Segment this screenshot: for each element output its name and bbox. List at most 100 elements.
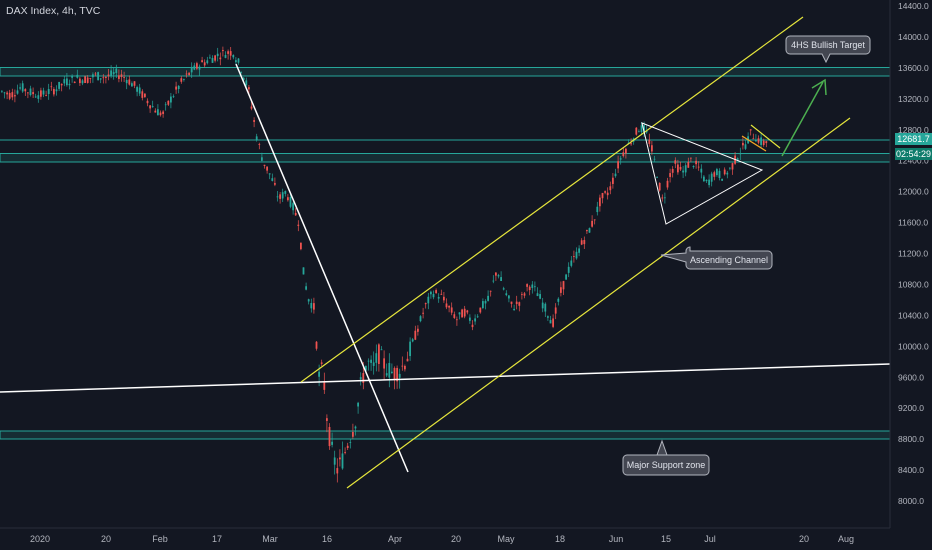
candle-body bbox=[102, 77, 105, 79]
candle-body bbox=[245, 80, 248, 86]
candle-body bbox=[237, 58, 240, 63]
candle-body bbox=[261, 157, 263, 161]
price-axis[interactable]: 14400.0 14000.0 13600.0 13200.0 12800.0 12400… bbox=[889, 0, 929, 528]
candle-body bbox=[708, 179, 710, 186]
candle-body bbox=[120, 74, 123, 77]
candle-body bbox=[492, 280, 495, 282]
candle-body bbox=[164, 104, 167, 106]
candle-body bbox=[32, 92, 34, 95]
candle-body bbox=[560, 287, 562, 293]
channel-callout bbox=[660, 246, 773, 270]
symbol-title: DAX Index, 4h, TVC bbox=[6, 5, 101, 17]
candle-body bbox=[565, 274, 567, 280]
candle-body bbox=[141, 91, 144, 98]
candle-body bbox=[232, 55, 235, 58]
candle-body bbox=[713, 172, 716, 177]
candle-body bbox=[716, 169, 718, 176]
candle-body bbox=[131, 83, 133, 87]
channel-upper-line bbox=[300, 16, 804, 383]
candle-body bbox=[757, 138, 760, 143]
time-tick-label: 20 bbox=[101, 534, 111, 544]
candle-body bbox=[417, 328, 419, 332]
candle-body bbox=[326, 418, 328, 421]
price-tick-label: 9200.0 bbox=[898, 403, 924, 413]
time-tick-label: Aug bbox=[838, 534, 854, 544]
price-tick-label: 12000.0 bbox=[898, 187, 929, 197]
candle-body bbox=[643, 125, 645, 133]
candle-body bbox=[437, 297, 440, 299]
candle-body bbox=[29, 88, 32, 96]
candle-body bbox=[552, 318, 554, 327]
candle-body bbox=[307, 299, 310, 302]
candle-body bbox=[677, 164, 679, 173]
candle-body bbox=[606, 192, 609, 196]
candle-body bbox=[495, 272, 497, 276]
candle-body bbox=[138, 87, 141, 94]
candle-body bbox=[471, 324, 474, 328]
candle-body bbox=[201, 60, 203, 63]
candle-body bbox=[300, 242, 302, 250]
candle-body bbox=[526, 284, 528, 287]
candle-body bbox=[99, 78, 102, 80]
price-tick-label: 13600.0 bbox=[898, 63, 929, 73]
candle-body bbox=[375, 353, 378, 363]
time-tick-label: May bbox=[497, 534, 515, 544]
candle-body bbox=[14, 95, 16, 97]
candle-body bbox=[614, 173, 617, 177]
candle-body bbox=[619, 158, 622, 160]
candle-body bbox=[666, 180, 669, 188]
candle-body bbox=[580, 240, 583, 245]
candle-body bbox=[323, 382, 326, 390]
candle-body bbox=[539, 294, 541, 299]
candle-body bbox=[541, 302, 544, 309]
candle-body bbox=[281, 192, 284, 199]
price-tick-label: 13200.0 bbox=[898, 94, 929, 104]
candle-body bbox=[432, 294, 435, 298]
candle-body bbox=[596, 206, 599, 213]
candle-body bbox=[359, 377, 362, 380]
candle-body bbox=[721, 178, 723, 181]
candle-body bbox=[92, 74, 94, 78]
candle-body bbox=[110, 70, 112, 76]
candle-body bbox=[549, 320, 552, 324]
candle-body bbox=[554, 307, 557, 314]
candle-body bbox=[752, 138, 755, 140]
candle-body bbox=[297, 224, 300, 226]
candle-body bbox=[534, 286, 536, 288]
time-tick-label: Jul bbox=[704, 534, 716, 544]
candle-body bbox=[622, 152, 625, 157]
candle-body bbox=[528, 286, 531, 291]
candle-body bbox=[40, 90, 42, 97]
candle-body bbox=[284, 190, 287, 194]
candle-body bbox=[731, 163, 734, 170]
time-tick-label: 20 bbox=[451, 534, 461, 544]
candle-body bbox=[575, 251, 578, 259]
drawings: 4HS Bullish Target Ascending Channel Maj… bbox=[0, 16, 891, 489]
candle-body bbox=[229, 51, 232, 56]
candle-body bbox=[638, 131, 640, 133]
candle-body bbox=[599, 197, 601, 207]
candle-body bbox=[84, 76, 86, 84]
candle-body bbox=[258, 143, 261, 145]
candle-body bbox=[188, 72, 190, 75]
zone-12500 bbox=[0, 153, 891, 163]
candle-body bbox=[684, 165, 687, 173]
time-axis[interactable]: 2020 20 Feb 17 Mar 16 Apr 20 May 18 Jun 15 Jul 20 Aug bbox=[0, 527, 890, 544]
channel-callout-text: Ascending Channel bbox=[690, 255, 768, 265]
candle-body bbox=[479, 307, 482, 313]
candle-body bbox=[177, 85, 180, 89]
candle-body bbox=[557, 298, 560, 302]
candle-body bbox=[97, 72, 99, 81]
candle-body bbox=[489, 290, 492, 292]
candle-body bbox=[697, 166, 700, 168]
candle-body bbox=[349, 442, 352, 444]
candle-body bbox=[172, 96, 175, 98]
candle-body bbox=[11, 92, 14, 98]
candle-body bbox=[336, 468, 339, 474]
candle-body bbox=[573, 256, 575, 257]
candle-body bbox=[469, 317, 471, 321]
candle-body bbox=[255, 136, 258, 141]
candle-body bbox=[406, 358, 409, 362]
candle-body bbox=[344, 451, 346, 453]
